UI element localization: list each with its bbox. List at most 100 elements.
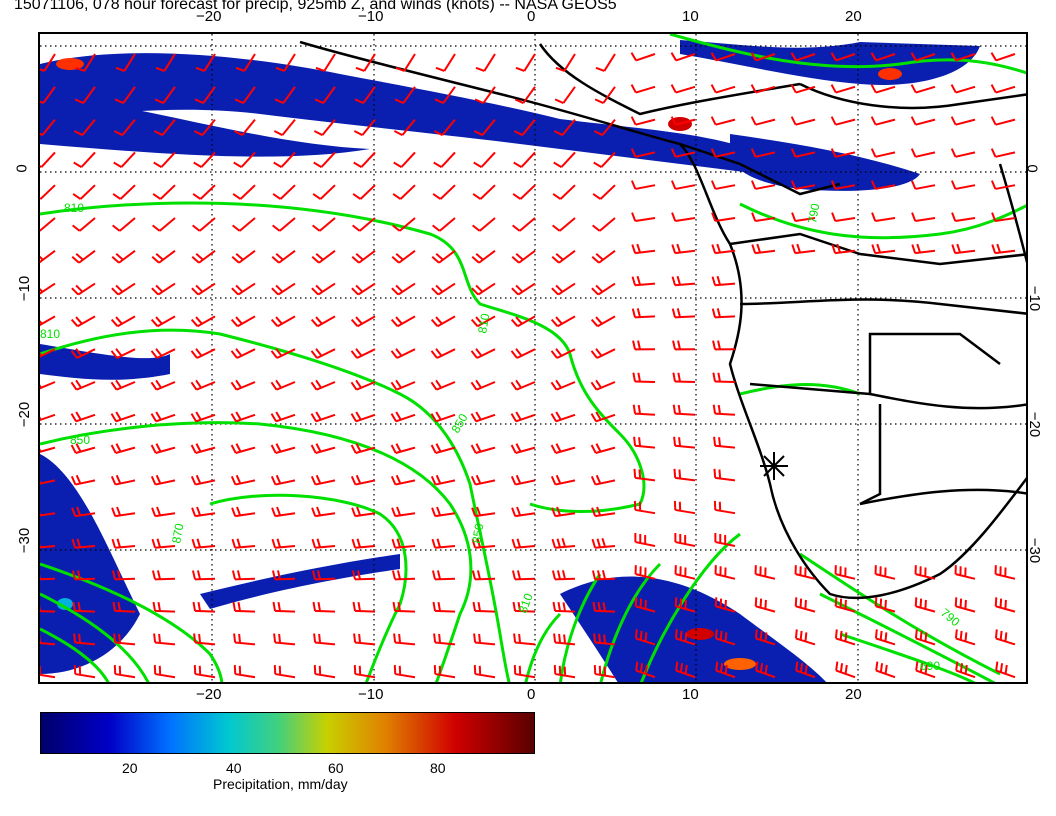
- wind-barb-feather: [196, 570, 201, 580]
- wind-barb-feather: [476, 506, 482, 516]
- wind-barb-feather: [637, 340, 641, 350]
- wind-barb-feather: [557, 602, 561, 612]
- wind-barb-feather: [432, 193, 442, 200]
- wind-barb: [560, 151, 576, 168]
- wind-barb-feather: [435, 253, 444, 261]
- wind-barb: [514, 641, 536, 646]
- wind-barb: [276, 348, 296, 359]
- wind-barb-feather: [397, 602, 401, 612]
- wind-barb-feather: [195, 443, 202, 453]
- border-line: [799, 82, 1026, 110]
- wind-barb: [154, 577, 176, 581]
- wind-barb: [396, 381, 416, 391]
- wind-barb-feather: [996, 243, 1002, 253]
- wind-barb-feather: [315, 348, 323, 357]
- wind-barb: [635, 249, 656, 255]
- wind-barb-feather: [636, 243, 642, 253]
- wind-barb-feather: [950, 84, 957, 94]
- wind-barb-feather: [193, 161, 202, 168]
- wind-barb-feather: [235, 348, 243, 357]
- wind-barb-feather: [72, 601, 76, 612]
- wind-barb: [319, 217, 336, 232]
- wind-barb: [275, 446, 296, 454]
- wind-barb: [675, 476, 696, 482]
- wind-barb-feather: [115, 66, 125, 72]
- wind-barb-feather: [630, 116, 637, 126]
- wind-barb-feather: [964, 664, 968, 675]
- wind-barb-feather: [395, 379, 402, 389]
- wind-barb: [76, 348, 96, 359]
- wind-barb-feather: [724, 599, 727, 610]
- wind-barb-feather: [471, 287, 479, 296]
- wind-barb: [154, 609, 176, 613]
- wind-barb-feather: [677, 340, 681, 350]
- wind-barb: [40, 381, 56, 390]
- wind-barb: [155, 673, 176, 679]
- wind-barb-feather: [644, 599, 647, 610]
- wind-barb: [516, 348, 536, 359]
- wind-barb-feather: [513, 161, 522, 168]
- wind-barb: [74, 609, 96, 613]
- wind-barb-feather: [394, 98, 404, 104]
- wind-barb: [235, 413, 256, 423]
- wind-barb-feather: [633, 468, 637, 478]
- wind-barb: [955, 151, 976, 158]
- wind-barb-feather: [515, 253, 524, 261]
- wind-barb-feather: [790, 84, 797, 94]
- wind-barb-feather: [40, 287, 44, 293]
- colorbar-label: Precipitation, mm/day: [213, 776, 348, 792]
- wind-barb-feather: [433, 130, 443, 136]
- wind-barb-feather: [884, 599, 887, 610]
- wind-barb-feather: [712, 372, 716, 382]
- wind-barb-feather: [512, 193, 522, 200]
- wind-barb-feather: [475, 348, 483, 357]
- wind-barb-feather: [156, 538, 162, 548]
- wind-barb-feather: [275, 379, 282, 389]
- wind-barb: [397, 282, 416, 296]
- wind-barb: [714, 444, 736, 449]
- wind-barb-feather: [352, 601, 356, 612]
- wind-barb: [995, 53, 1016, 62]
- wind-barb-feather: [272, 224, 281, 232]
- wind-barb-feather: [76, 570, 81, 580]
- wind-barb-feather: [472, 601, 476, 612]
- wind-barb: [835, 184, 856, 190]
- wind-barb: [154, 641, 176, 646]
- wind-barb-feather: [312, 193, 322, 200]
- wind-barb-feather: [76, 506, 82, 516]
- wind-barb-feather: [233, 130, 243, 136]
- wind-barb-feather: [596, 506, 602, 516]
- wind-barb-feather: [392, 193, 402, 200]
- wind-barb: [40, 315, 56, 327]
- wind-barb: [240, 151, 256, 168]
- wind-barb-feather: [956, 243, 962, 253]
- wind-barb: [795, 151, 816, 158]
- wind-barb-feather: [799, 663, 804, 673]
- wind-barb-feather: [804, 664, 808, 675]
- wind-barb-feather: [550, 413, 557, 422]
- wind-barb: [42, 86, 56, 104]
- africa-coast: [299, 40, 1026, 600]
- wind-barb-feather: [395, 348, 403, 357]
- wind-barb-feather: [155, 253, 164, 261]
- wind-barb-feather: [916, 243, 922, 253]
- wind-barb-feather: [315, 253, 324, 261]
- wind-barb-feather: [40, 320, 43, 325]
- wind-barb: [514, 545, 536, 549]
- wind-barb-feather: [313, 130, 323, 136]
- wind-barb: [43, 53, 56, 72]
- wind-barb: [155, 479, 176, 486]
- wind-barb: [715, 217, 736, 223]
- precip-band-east: [730, 134, 920, 191]
- wind-barb-feather: [919, 598, 923, 608]
- wind-barb-feather: [272, 601, 276, 612]
- wind-barb-feather: [955, 661, 959, 671]
- wind-barb-feather: [804, 632, 808, 642]
- wind-barb: [434, 577, 456, 581]
- wind-barb-feather: [72, 224, 81, 232]
- wind-barb-feather: [515, 443, 522, 453]
- wind-barb-feather: [994, 597, 998, 607]
- right-lat-tick: −20: [1026, 411, 1044, 438]
- wind-barb: [875, 85, 896, 94]
- contour-line: [40, 328, 511, 682]
